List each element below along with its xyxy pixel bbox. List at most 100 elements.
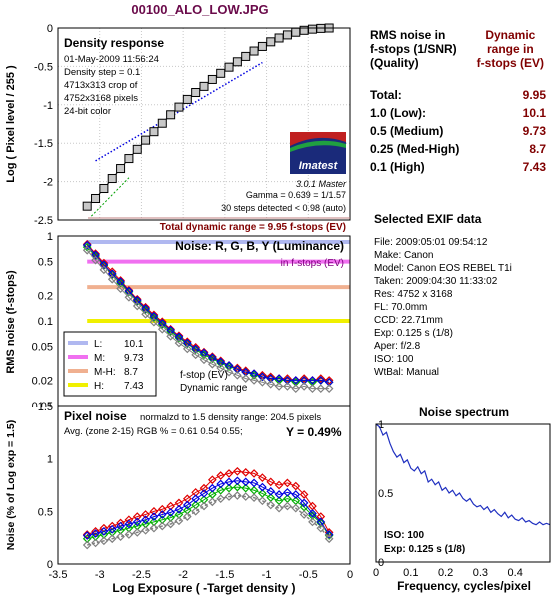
- pixel-noise-point: [91, 538, 100, 548]
- rms-head-right-3: f-stops (EV): [476, 56, 544, 70]
- pixel-noise-point: [266, 500, 276, 510]
- pixel-noise-x-tick-label: -1.5: [215, 569, 234, 581]
- density-info-3: 4713x313 crop of: [64, 80, 138, 91]
- pixel-noise-point: [99, 526, 109, 536]
- density-point: [216, 68, 226, 78]
- noise-point: [99, 265, 109, 275]
- rms-row: 0.1 (High) 7.43: [370, 158, 550, 176]
- density-point: [207, 74, 217, 84]
- pixel-noise-point: [99, 536, 109, 546]
- pixel-noise-point: [174, 504, 184, 514]
- gamma-fit-line: [95, 61, 263, 162]
- pixel-noise-y-axis-label: Noise (% of Log exp = 1.5): [5, 420, 17, 550]
- pixel-noise-point: [82, 540, 92, 550]
- noise-point: [191, 350, 201, 360]
- exif-line: Taken: 2009:04:30 11:33:02: [374, 276, 498, 287]
- noise-point: [182, 344, 192, 354]
- pixel-noise-x-tick-label: 0: [347, 569, 353, 581]
- pixel-noise-point: [199, 501, 209, 511]
- noise-point: [141, 304, 150, 313]
- noise-point: [291, 376, 301, 385]
- pixel-noise-point: [132, 517, 142, 527]
- pixel-noise-point: [199, 483, 209, 493]
- legend-value-medhigh: 8.7: [124, 367, 138, 378]
- exif-line: ISO: 100: [374, 354, 414, 365]
- density-point: [82, 201, 92, 211]
- rms-row: 1.0 (Low): 10.1: [370, 104, 550, 122]
- page-title: 00100_ALO_LOW.JPG: [131, 2, 269, 17]
- rms-table-header-left: RMS noise in f-stops (1/SNR) (Quality): [370, 28, 457, 70]
- noise-point: [241, 366, 251, 376]
- noise-point: [233, 364, 242, 374]
- pixel-noise-point: [107, 534, 117, 544]
- density-point: [166, 110, 176, 120]
- density-point: [291, 27, 301, 37]
- pixel-noise-point: [149, 506, 159, 516]
- rms-head-left-3: (Quality): [370, 56, 419, 70]
- steps-detected-text: 30 steps detected < 0.98 (auto): [221, 203, 346, 213]
- pixel-noise-point: [207, 483, 217, 493]
- spectrum-x-tick-label: 0.4: [508, 567, 523, 579]
- density-point: [99, 184, 109, 194]
- pixel-noise-point: [233, 482, 242, 492]
- density-y-tick-label: -2: [43, 177, 53, 189]
- noise-y-tick-label: 0.05: [32, 342, 53, 354]
- pixel-noise-average-text: Avg. (zone 2-15) RGB % = 0.61 0.54 0.55;: [64, 426, 243, 437]
- pixel-noise-x-tick-label: -1: [262, 569, 272, 581]
- exif-line: Aper: f/2.8: [374, 341, 421, 352]
- noise-point: [124, 292, 134, 302]
- rms-row-value: 7.43: [522, 160, 546, 174]
- rms-head-left-2: f-stops (1/SNR): [370, 42, 457, 56]
- noise-point: [116, 284, 125, 294]
- pixel-noise-point: [308, 509, 317, 518]
- density-point: [199, 81, 209, 91]
- noise-point: [316, 374, 326, 383]
- pixel-noise-point: [91, 526, 100, 536]
- pixel-noise-point: [191, 506, 201, 516]
- spectrum-y-tick-label: 1: [378, 419, 384, 431]
- rms-row-value: 8.7: [529, 142, 546, 156]
- noise-point: [324, 376, 334, 385]
- density-y-tick-label: -2.5: [34, 215, 53, 227]
- pixel-noise-point: [241, 483, 251, 493]
- density-point: [257, 41, 267, 51]
- noise-point: [233, 370, 242, 380]
- density-info-5: 24-bit color: [64, 106, 111, 117]
- density-y-tick-label: 0: [47, 23, 53, 35]
- noise-point: [266, 379, 276, 389]
- density-y-tick-label: -1: [43, 100, 53, 112]
- noise-point: [141, 309, 150, 319]
- pixel-noise-point: [233, 476, 242, 486]
- density-point: [232, 57, 242, 67]
- noise-point: [132, 297, 142, 306]
- pixel-noise-point: [107, 524, 117, 534]
- pixel-noise-x-axis-label: Log Exposure ( -Target density ): [112, 581, 295, 595]
- noise-point: [308, 384, 317, 393]
- noise-point: [149, 317, 159, 327]
- pixel-noise-point: [224, 492, 234, 501]
- legend-label-medium: M:: [94, 353, 105, 364]
- exif-title: Selected EXIF data: [374, 212, 482, 226]
- noise-point: [132, 295, 142, 305]
- pixel-noise-point: [166, 519, 175, 529]
- pixel-noise-point: [299, 510, 309, 519]
- pixel-noise-point: [132, 512, 142, 521]
- density-info-4: 4752x3168 pixels: [64, 93, 138, 104]
- pixel-noise-y-tick-label: 0.5: [38, 506, 53, 518]
- legend-value-low: 10.1: [124, 339, 144, 350]
- pixel-noise-x-tick-label: -2.5: [132, 569, 151, 581]
- noise-point: [157, 320, 167, 329]
- noise-point: [299, 376, 309, 385]
- pixel-noise-point: [224, 469, 234, 478]
- rms-table-rows: Total: 9.95 1.0 (Low): 10.1 0.5 (Medium) 9.…: [370, 86, 550, 176]
- density-title: Density response: [64, 36, 164, 50]
- density-point: [124, 154, 134, 164]
- rms-row: 0.25 (Med-High) 8.7: [370, 140, 550, 158]
- noise-fstops-subtitle: in f-stops (EV): [281, 258, 344, 269]
- spectrum-y-tick-label: 0: [378, 557, 384, 569]
- density-y-tick-label: -1.5: [34, 138, 53, 150]
- pixel-noise-y-tick-label: 1: [47, 454, 53, 466]
- exif-line: WtBal: Manual: [374, 367, 440, 378]
- pixel-noise-point: [274, 490, 284, 499]
- noise-point: [132, 301, 142, 311]
